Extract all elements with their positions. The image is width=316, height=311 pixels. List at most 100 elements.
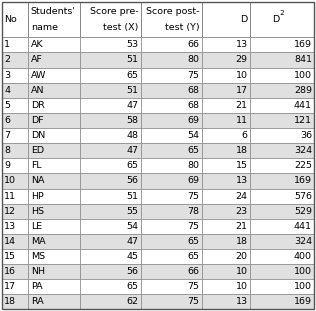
Text: 21: 21 <box>236 222 248 231</box>
Text: AF: AF <box>31 55 43 64</box>
Bar <box>80 2 141 37</box>
Bar <box>28 219 80 234</box>
Text: 100: 100 <box>294 71 312 80</box>
Text: 51: 51 <box>126 55 138 64</box>
Text: AW: AW <box>31 71 46 80</box>
Text: ED: ED <box>31 146 44 155</box>
Bar <box>202 83 250 98</box>
Text: 18: 18 <box>236 237 248 246</box>
Bar <box>28 143 80 158</box>
Bar <box>28 53 80 67</box>
Text: 169: 169 <box>294 176 312 185</box>
Text: 10: 10 <box>4 176 16 185</box>
Bar <box>28 37 80 53</box>
Text: 18: 18 <box>4 297 16 306</box>
Bar <box>250 188 314 204</box>
Bar <box>80 53 141 67</box>
Text: Students': Students' <box>31 7 76 16</box>
Text: 65: 65 <box>126 282 138 291</box>
Bar <box>28 128 80 143</box>
Text: 53: 53 <box>126 40 138 49</box>
Bar <box>141 67 202 83</box>
Text: 400: 400 <box>294 252 312 261</box>
Text: 65: 65 <box>126 71 138 80</box>
Text: name: name <box>31 23 58 32</box>
Bar <box>202 158 250 174</box>
Text: FL: FL <box>31 161 41 170</box>
Text: 100: 100 <box>294 282 312 291</box>
Text: 169: 169 <box>294 297 312 306</box>
Text: 75: 75 <box>187 71 199 80</box>
Bar <box>141 188 202 204</box>
Bar <box>80 234 141 249</box>
Bar <box>141 264 202 279</box>
Bar <box>250 174 314 188</box>
Bar <box>202 53 250 67</box>
Bar <box>250 113 314 128</box>
Bar <box>202 294 250 309</box>
Text: 12: 12 <box>4 207 16 216</box>
Text: 529: 529 <box>294 207 312 216</box>
Text: 121: 121 <box>294 116 312 125</box>
Bar <box>141 113 202 128</box>
Bar <box>2 234 28 249</box>
Text: 54: 54 <box>187 131 199 140</box>
Text: 4: 4 <box>4 86 10 95</box>
Text: HP: HP <box>31 192 43 201</box>
Bar <box>141 174 202 188</box>
Bar <box>2 67 28 83</box>
Text: 45: 45 <box>126 252 138 261</box>
Text: 54: 54 <box>126 222 138 231</box>
Text: PA: PA <box>31 282 42 291</box>
Bar <box>202 113 250 128</box>
Text: 65: 65 <box>126 161 138 170</box>
Text: 13: 13 <box>4 222 16 231</box>
Bar <box>250 219 314 234</box>
Text: D: D <box>272 15 279 24</box>
Text: 29: 29 <box>236 55 248 64</box>
Bar <box>141 158 202 174</box>
Text: 56: 56 <box>126 176 138 185</box>
Bar <box>80 219 141 234</box>
Bar <box>2 2 28 37</box>
Text: RA: RA <box>31 297 43 306</box>
Text: 100: 100 <box>294 267 312 276</box>
Bar <box>80 249 141 264</box>
Bar <box>141 219 202 234</box>
Bar <box>28 83 80 98</box>
Bar <box>80 113 141 128</box>
Bar <box>202 249 250 264</box>
Text: 78: 78 <box>187 207 199 216</box>
Text: 15: 15 <box>236 161 248 170</box>
Bar <box>202 279 250 294</box>
Text: AN: AN <box>31 86 44 95</box>
Bar <box>80 128 141 143</box>
Bar <box>2 279 28 294</box>
Text: 20: 20 <box>236 252 248 261</box>
Text: 441: 441 <box>294 222 312 231</box>
Bar <box>202 128 250 143</box>
Bar <box>28 294 80 309</box>
Bar <box>2 158 28 174</box>
Bar <box>141 37 202 53</box>
Text: Score pre-: Score pre- <box>90 7 138 16</box>
Bar <box>250 53 314 67</box>
Text: 23: 23 <box>236 207 248 216</box>
Text: 17: 17 <box>236 86 248 95</box>
Text: test (Y): test (Y) <box>165 23 199 32</box>
Text: 2: 2 <box>4 55 10 64</box>
Bar <box>28 2 80 37</box>
Text: No: No <box>4 15 17 24</box>
Text: 75: 75 <box>187 222 199 231</box>
Bar <box>2 204 28 219</box>
Bar <box>202 264 250 279</box>
Bar <box>80 204 141 219</box>
Text: 75: 75 <box>187 192 199 201</box>
Text: Score post-: Score post- <box>146 7 199 16</box>
Bar <box>141 279 202 294</box>
Text: 13: 13 <box>236 297 248 306</box>
Bar <box>141 2 202 37</box>
Text: D: D <box>240 15 248 24</box>
Bar <box>2 53 28 67</box>
Text: MA: MA <box>31 237 45 246</box>
